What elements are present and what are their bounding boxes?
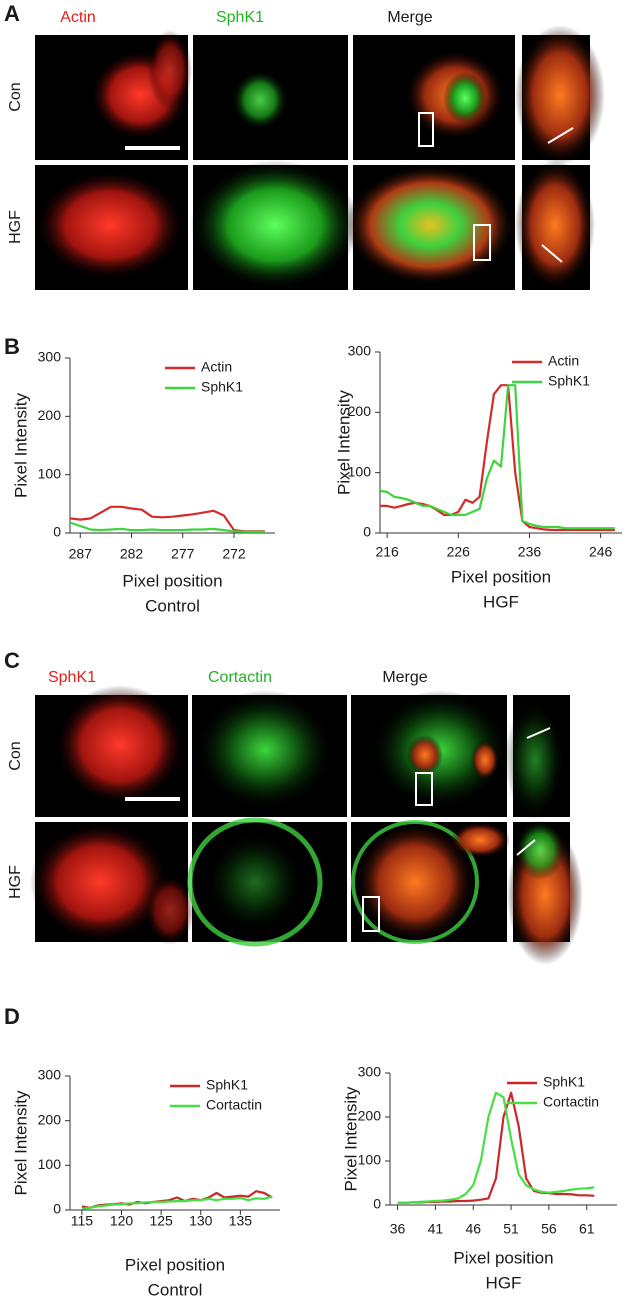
- column-label: Merge: [382, 669, 427, 686]
- x-axis-subtitle: HGF: [486, 1273, 522, 1292]
- y-tick-label: 300: [348, 343, 372, 359]
- data-line: [81, 1195, 273, 1210]
- data-line: [380, 384, 615, 532]
- y-tick-label: 200: [358, 1108, 382, 1124]
- x-tick-label: 135: [229, 1213, 253, 1229]
- y-axis-label: Pixel Intensity: [341, 1086, 360, 1191]
- row-label: Con: [7, 82, 24, 111]
- y-axis-label: Pixel Intensity: [11, 393, 30, 498]
- x-tick-label: 282: [120, 546, 144, 562]
- y-tick-label: 100: [358, 1152, 382, 1168]
- y-tick-label: 0: [53, 524, 61, 540]
- y-tick-label: 200: [348, 403, 372, 419]
- y-tick-label: 300: [358, 1064, 382, 1080]
- legend-label: SphK1: [543, 1074, 585, 1090]
- y-tick-label: 0: [373, 1196, 381, 1212]
- x-tick-label: 46: [465, 1221, 481, 1237]
- data-line: [69, 521, 265, 533]
- x-axis-label: Pixel position: [451, 567, 551, 586]
- y-axis-label: Pixel Intensity: [334, 390, 353, 495]
- x-tick-label: 120: [110, 1213, 134, 1229]
- y-tick-label: 100: [38, 465, 62, 481]
- legend-label: Cortactin: [543, 1094, 599, 1110]
- panel-c-images: [30, 685, 583, 965]
- y-tick-label: 0: [53, 1201, 61, 1217]
- y-axis-label: Pixel Intensity: [11, 1090, 30, 1195]
- x-tick-label: 115: [71, 1213, 94, 1229]
- y-tick-label: 100: [348, 463, 372, 479]
- legend-label: SphK1: [206, 1077, 248, 1093]
- legend-label: Cortactin: [206, 1097, 262, 1113]
- x-tick-label: 246: [589, 544, 613, 560]
- y-tick-label: 0: [363, 524, 371, 540]
- column-label: Merge: [387, 9, 432, 26]
- y-tick-label: 200: [38, 407, 62, 423]
- panel-letter: A: [4, 1, 20, 26]
- row-label: Con: [7, 741, 24, 770]
- x-axis-subtitle: Control: [145, 596, 200, 615]
- column-label: SphK1: [48, 669, 96, 686]
- panel-letter: C: [4, 648, 20, 673]
- y-tick-label: 300: [38, 349, 62, 365]
- x-tick-label: 287: [69, 546, 93, 562]
- x-axis-subtitle: Control: [148, 1280, 203, 1299]
- x-axis-label: Pixel position: [122, 571, 222, 590]
- x-tick-label: 277: [171, 546, 195, 562]
- x-axis-label: Pixel position: [453, 1248, 553, 1267]
- column-label: SphK1: [216, 9, 264, 26]
- data-line: [379, 384, 615, 530]
- row-label: HGF: [7, 865, 24, 899]
- x-tick-label: 226: [447, 544, 471, 560]
- row-label: HGF: [7, 210, 24, 244]
- x-tick-label: 61: [579, 1221, 595, 1237]
- y-tick-label: 300: [38, 1067, 62, 1083]
- legend-label: SphK1: [201, 379, 243, 395]
- y-tick-label: 100: [38, 1156, 62, 1172]
- data-line: [397, 1091, 595, 1204]
- x-axis-subtitle: HGF: [483, 592, 519, 611]
- column-label: Actin: [60, 9, 96, 26]
- x-tick-label: 216: [375, 544, 399, 560]
- x-tick-label: 130: [189, 1213, 213, 1229]
- x-tick-label: 236: [518, 544, 542, 560]
- y-tick-label: 200: [38, 1111, 62, 1127]
- x-tick-label: 125: [149, 1213, 173, 1229]
- x-axis-label: Pixel position: [125, 1255, 225, 1274]
- x-tick-label: 51: [503, 1221, 519, 1237]
- panel-a-images: [35, 25, 605, 290]
- data-line: [69, 505, 265, 533]
- column-label: Cortactin: [208, 669, 272, 686]
- x-tick-label: 272: [222, 546, 246, 562]
- panel-letter: D: [4, 1004, 20, 1029]
- legend-label: Actin: [548, 353, 579, 369]
- x-tick-label: 36: [390, 1221, 406, 1237]
- legend-label: SphK1: [548, 373, 590, 389]
- x-tick-label: 56: [541, 1221, 557, 1237]
- legend-label: Actin: [201, 359, 232, 375]
- x-tick-label: 41: [428, 1221, 444, 1237]
- panel-letter: B: [4, 334, 20, 359]
